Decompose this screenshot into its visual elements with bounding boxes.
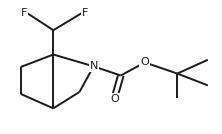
- Text: O: O: [140, 57, 149, 67]
- Text: F: F: [21, 8, 27, 18]
- Text: F: F: [82, 8, 88, 18]
- Text: O: O: [110, 94, 119, 104]
- Text: N: N: [89, 61, 98, 71]
